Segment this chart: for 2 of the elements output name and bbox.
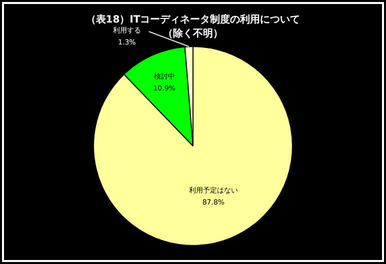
chart-title: （表18）ITコーディネータ制度の利用について	[86, 14, 300, 26]
chart-subtitle: （除く不明）	[163, 28, 223, 40]
